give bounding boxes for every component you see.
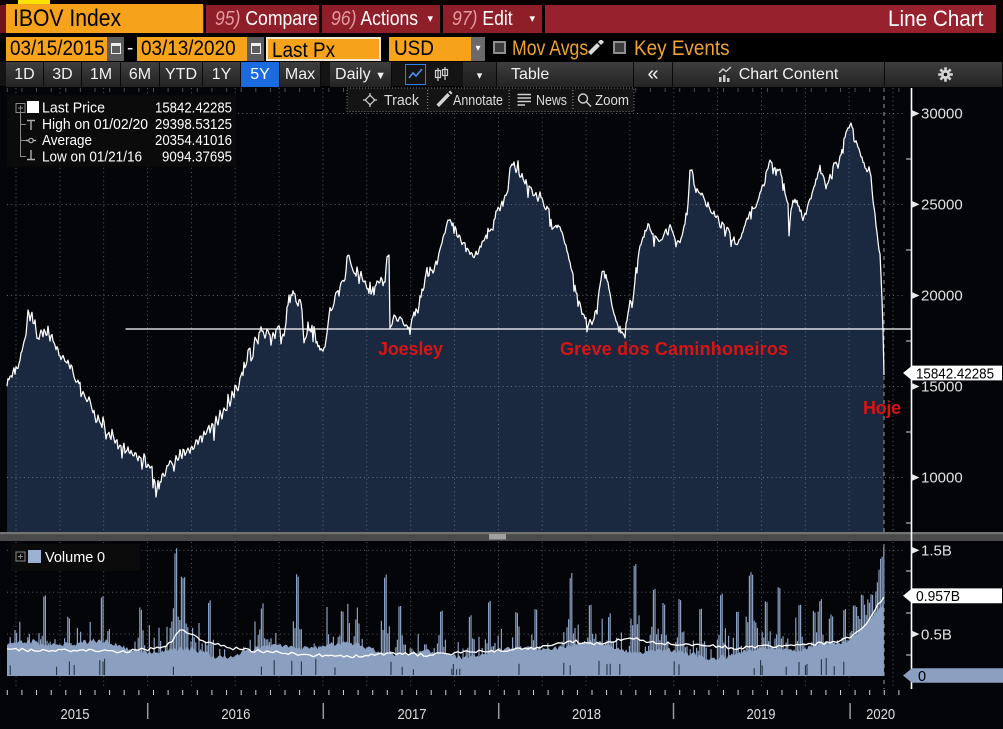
svg-text:25000: 25000 (921, 197, 963, 214)
svg-text:Zoom: Zoom (595, 92, 629, 109)
svg-text:2019: 2019 (747, 706, 776, 723)
svg-text:15842.42285: 15842.42285 (155, 101, 232, 117)
svg-text:2017: 2017 (398, 706, 427, 723)
svg-text:Volume: Volume (45, 550, 93, 566)
svg-text:0.957B: 0.957B (916, 589, 960, 605)
svg-text:2018: 2018 (572, 706, 601, 723)
svg-text:9094.37695: 9094.37695 (162, 150, 232, 166)
svg-text:2016: 2016 (221, 706, 250, 723)
svg-text:29398.53125: 29398.53125 (155, 117, 232, 133)
svg-text:15000: 15000 (921, 379, 963, 396)
svg-text:Average: Average (42, 133, 92, 149)
svg-text:News: News (536, 92, 567, 109)
svg-text:Annotate: Annotate (453, 92, 503, 109)
svg-text:20000: 20000 (921, 288, 963, 305)
svg-text:30000: 30000 (921, 106, 963, 123)
svg-text:0.5B: 0.5B (921, 626, 952, 643)
svg-text:0: 0 (918, 669, 926, 685)
svg-text:0: 0 (97, 550, 105, 566)
svg-text:Low on 01/21/16: Low on 01/21/16 (42, 150, 142, 166)
svg-text:High on 01/02/20: High on 01/02/20 (42, 117, 148, 133)
svg-text:Joesley: Joesley (378, 339, 443, 359)
svg-text:20354.41016: 20354.41016 (155, 133, 232, 149)
svg-text:Track: Track (384, 92, 419, 109)
svg-text:10000: 10000 (921, 470, 963, 487)
svg-text:Greve dos Caminhoneiros: Greve dos Caminhoneiros (560, 339, 788, 359)
svg-text:Hoje: Hoje (863, 398, 901, 418)
svg-text:15842.42285: 15842.42285 (916, 367, 994, 383)
svg-text:1.5B: 1.5B (921, 543, 952, 560)
svg-text:Last Price: Last Price (42, 101, 105, 117)
svg-text:2020: 2020 (866, 706, 895, 723)
svg-text:2015: 2015 (61, 706, 90, 723)
